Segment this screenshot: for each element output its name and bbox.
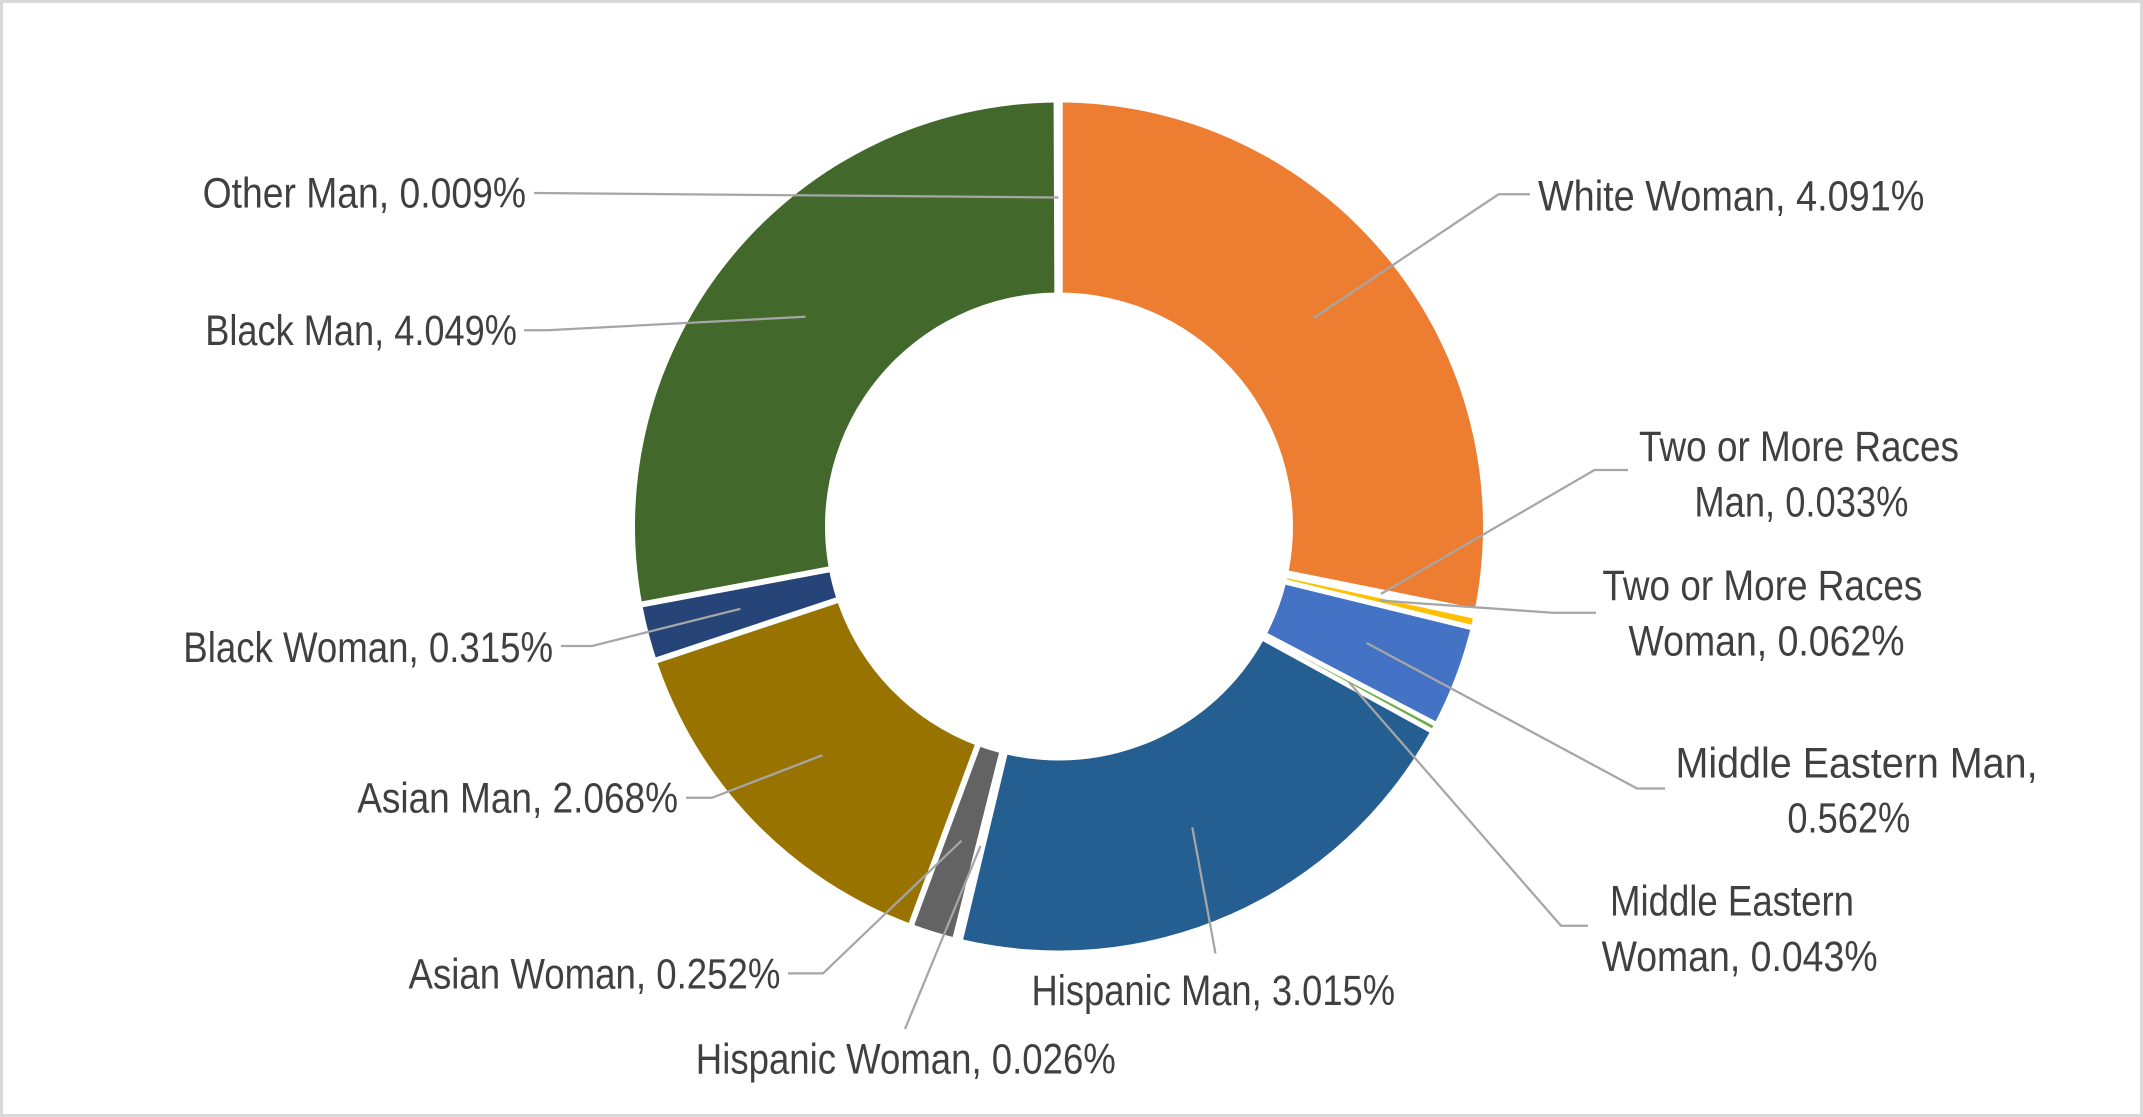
svg-text:Hispanic Woman, 0.026%: Hispanic Woman, 0.026%: [696, 1037, 1116, 1084]
svg-text:Asian Man, 2.068%: Asian Man, 2.068%: [357, 775, 678, 822]
svg-text:Two or More Races: Two or More Races: [1602, 563, 1922, 610]
svg-text:Black Man, 4.049%: Black Man, 4.049%: [205, 308, 517, 355]
svg-text:Black Woman, 0.315%: Black Woman, 0.315%: [183, 625, 553, 672]
svg-text:Middle Eastern: Middle Eastern: [1610, 879, 1854, 926]
svg-text:Other Man, 0.009%: Other Man, 0.009%: [203, 171, 526, 218]
svg-text:Middle Eastern Man,: Middle Eastern Man,: [1675, 741, 2037, 788]
svg-text:Man, 0.033%: Man, 0.033%: [1694, 479, 1908, 526]
svg-text:White Woman, 4.091%: White Woman, 4.091%: [1538, 173, 1925, 220]
svg-text:Hispanic Man, 3.015%: Hispanic Man, 3.015%: [1032, 968, 1396, 1015]
svg-text:Woman, 0.043%: Woman, 0.043%: [1602, 934, 1878, 981]
svg-text:0.562%: 0.562%: [1787, 795, 1910, 842]
svg-text:Two or More Races: Two or More Races: [1639, 424, 1959, 471]
svg-text:Asian Woman, 0.252%: Asian Woman, 0.252%: [409, 952, 781, 999]
svg-text:Woman, 0.062%: Woman, 0.062%: [1629, 618, 1905, 665]
